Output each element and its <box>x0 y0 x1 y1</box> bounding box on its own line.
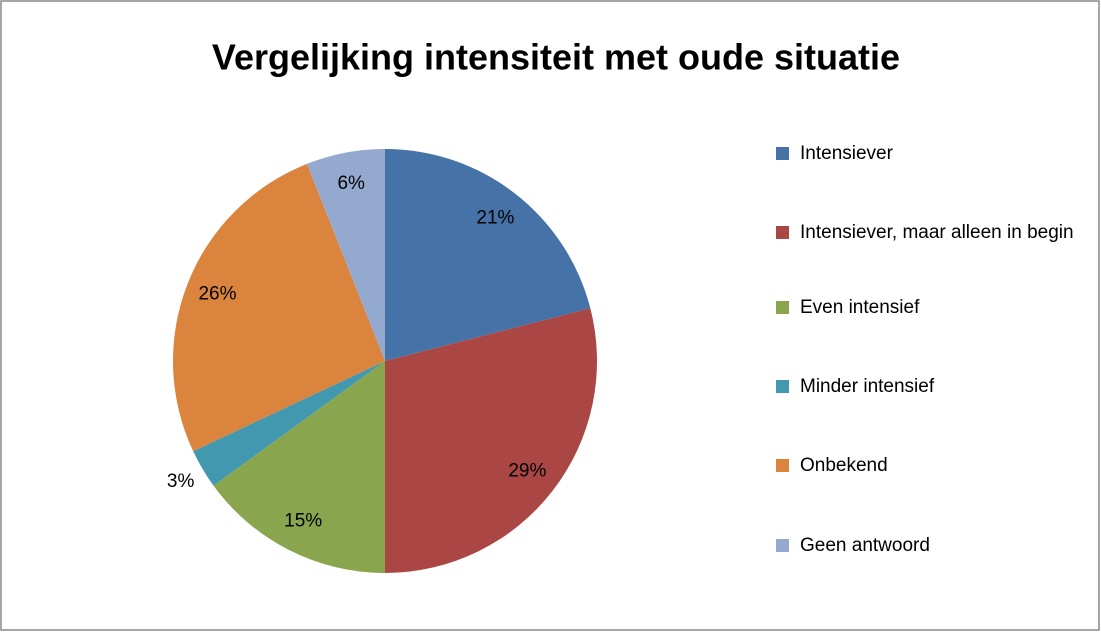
pie-slice <box>213 361 385 573</box>
data-label: 21% <box>476 208 514 229</box>
legend-item: Intensiever, maar alleen in begin <box>776 217 1076 248</box>
legend-label: Intensiever, maar alleen in begin <box>800 222 1074 243</box>
legend-item: Geen antwoord <box>776 530 1076 561</box>
pie-slice <box>193 361 385 486</box>
legend-label: Even intensief <box>800 297 920 318</box>
chart-title: Vergelijking intensiteit met oude situat… <box>212 37 900 78</box>
legend-label: Geen antwoord <box>800 535 930 556</box>
legend-label: Onbekend <box>800 455 888 476</box>
legend-item: Even intensief <box>776 292 1076 323</box>
pie-slice <box>173 163 385 452</box>
data-label: 6% <box>337 173 365 194</box>
legend-label: Minder intensief <box>800 376 935 397</box>
data-label: 3% <box>167 471 195 492</box>
data-label: 26% <box>198 284 236 305</box>
legend-swatch <box>776 380 789 393</box>
legend-item: Intensiever <box>776 138 1076 169</box>
pie-slice <box>385 308 598 573</box>
pie-slice <box>306 149 385 361</box>
legend-swatch <box>776 459 789 472</box>
legend-item: Minder intensief <box>776 371 1076 402</box>
legend-swatch <box>776 301 789 314</box>
data-label: 15% <box>284 511 322 532</box>
data-label: 29% <box>508 460 546 481</box>
legend-item: Onbekend <box>776 450 1076 481</box>
legend-swatch <box>776 147 789 160</box>
legend-label: Intensiever <box>800 143 893 164</box>
legend-swatch <box>776 539 789 552</box>
legend-swatch <box>776 226 789 239</box>
pie-slice <box>385 149 591 361</box>
